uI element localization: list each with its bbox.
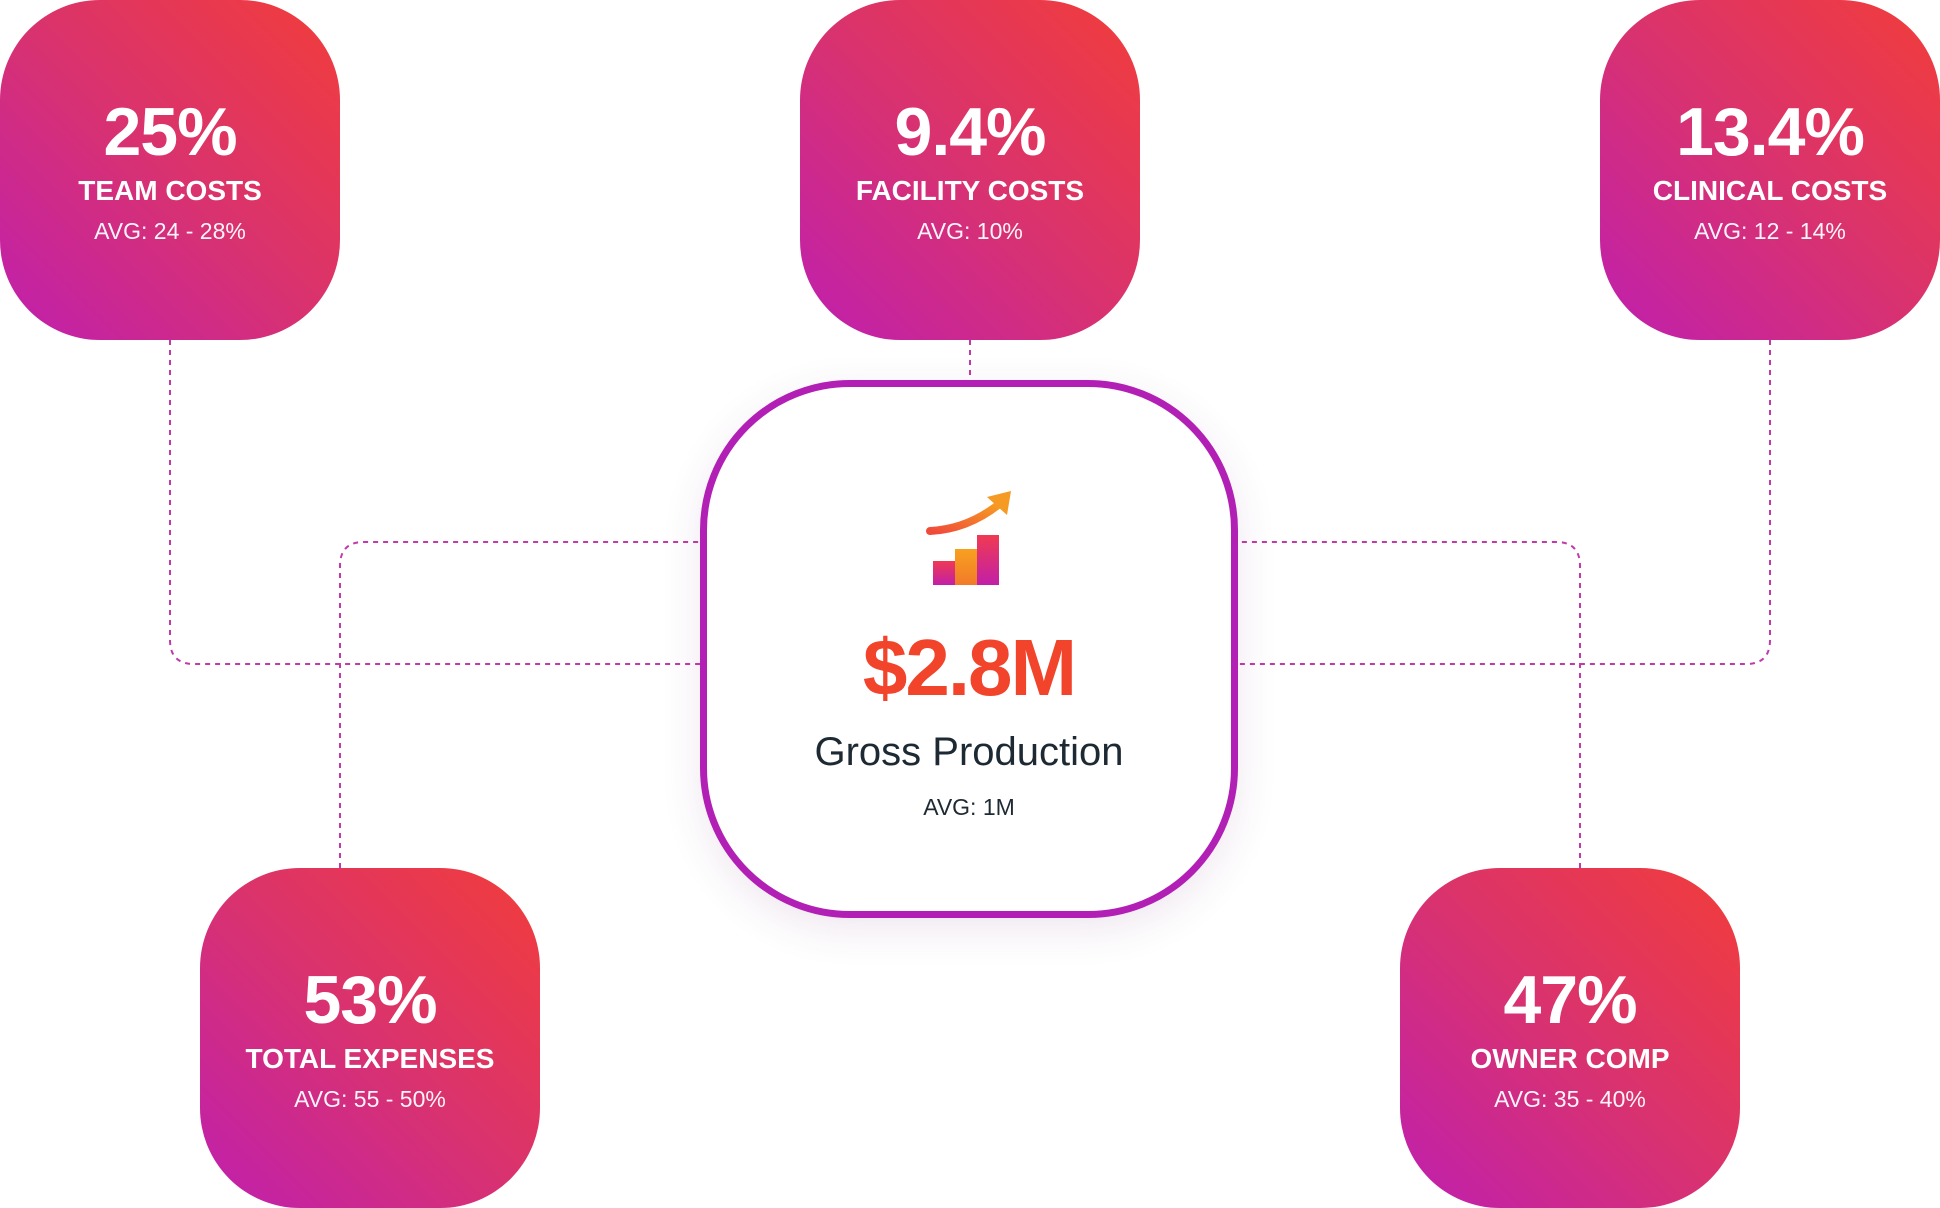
total-expenses-value: 53% (303, 962, 437, 1038)
gross-production-value: $2.8M (862, 623, 1077, 712)
owner-comp-value: 47% (1503, 962, 1637, 1038)
clinical-costs-avg: AVG: 12 - 14% (1694, 218, 1846, 244)
total-expenses-card: 53% TOTAL EXPENSES AVG: 55 - 50% (200, 868, 540, 1208)
clinical-costs-card: 13.4% CLINICAL COSTS AVG: 12 - 14% (1600, 0, 1940, 340)
facility-costs-value: 9.4% (894, 94, 1047, 170)
connector-total-expenses (339, 541, 703, 868)
facility-costs-card: 9.4% FACILITY COSTS AVG: 10% (800, 0, 1140, 340)
gross-production-avg: AVG: 1M (923, 794, 1015, 820)
total-expenses-label: TOTAL EXPENSES (245, 1043, 495, 1074)
team-costs-label: TEAM COSTS (78, 175, 262, 206)
team-costs-card: 25% TEAM COSTS AVG: 24 - 28% (0, 0, 340, 340)
clinical-costs-label: CLINICAL COSTS (1652, 175, 1888, 206)
connector-team-costs (169, 340, 703, 665)
gross-production-card: $2.8M Gross Production AVG: 1M (700, 380, 1238, 918)
facility-costs-avg: AVG: 10% (917, 218, 1023, 244)
owner-comp-avg: AVG: 35 - 40% (1494, 1086, 1646, 1112)
connector-clinical-costs (1235, 340, 1771, 665)
facility-costs-label: FACILITY COSTS (855, 175, 1085, 206)
owner-comp-card: 47% OWNER COMP AVG: 35 - 40% (1400, 868, 1740, 1208)
team-costs-avg: AVG: 24 - 28% (94, 218, 246, 244)
connector-owner-comp (1235, 541, 1581, 868)
clinical-costs-value: 13.4% (1676, 94, 1865, 170)
gross-production-label: Gross Production (814, 730, 1124, 774)
total-expenses-avg: AVG: 55 - 50% (294, 1086, 446, 1112)
growth-chart-icon (926, 491, 1011, 585)
team-costs-value: 25% (103, 94, 237, 170)
owner-comp-label: OWNER COMP (1470, 1043, 1670, 1074)
